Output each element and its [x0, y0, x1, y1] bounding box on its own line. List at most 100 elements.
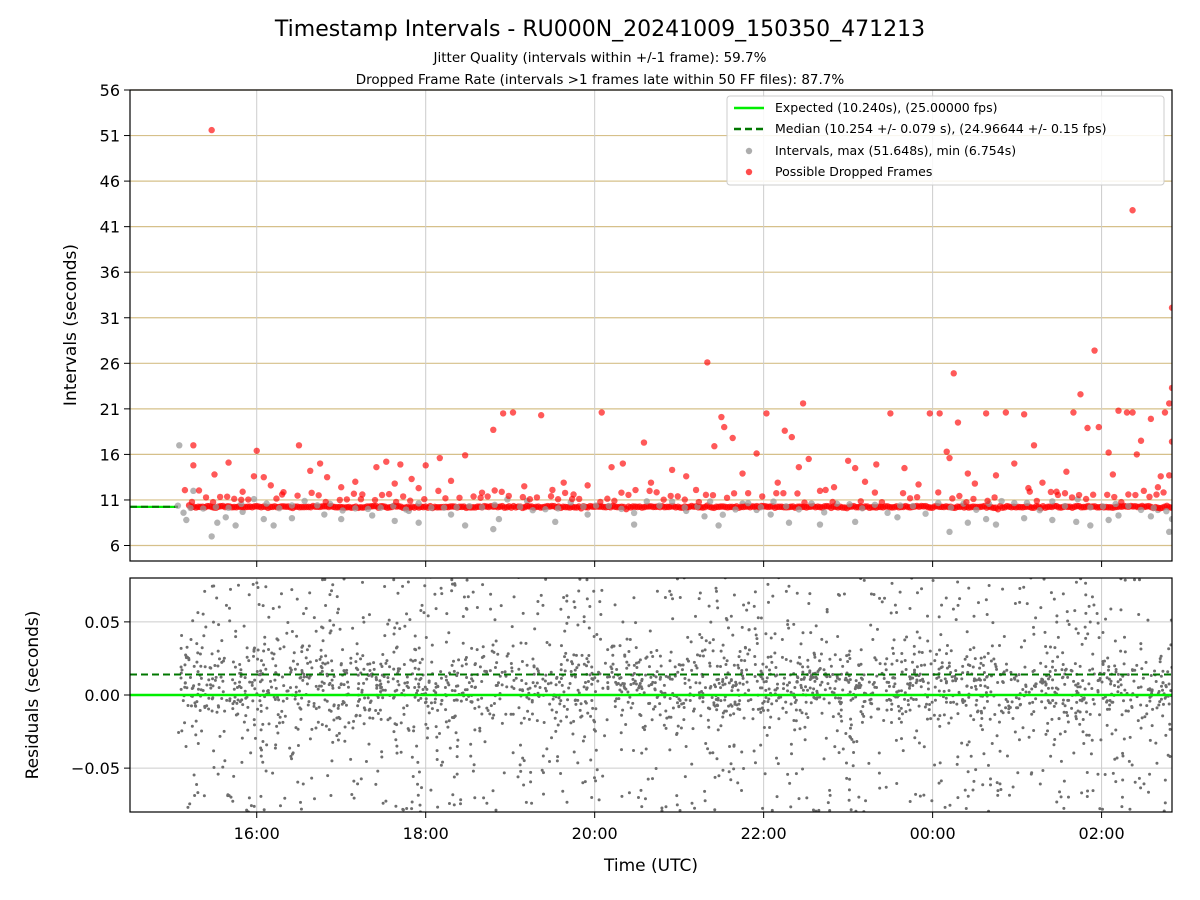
dropped-frame-point: [950, 370, 957, 377]
residual-point: [1104, 617, 1108, 621]
residual-point: [1046, 729, 1050, 733]
residual-point: [440, 592, 444, 596]
residual-point: [319, 648, 323, 652]
residual-point: [245, 655, 249, 659]
residual-point: [804, 700, 808, 704]
residual-point: [615, 697, 619, 701]
dropped-frame-point: [759, 493, 766, 500]
dropped-frame-point: [225, 459, 232, 466]
residual-point: [196, 791, 200, 795]
residual-point: [337, 686, 341, 690]
residual-point: [979, 656, 983, 660]
dropped-frame-point: [278, 491, 286, 498]
residual-point: [640, 805, 644, 809]
residual-point: [796, 676, 800, 680]
residual-point: [808, 669, 812, 673]
residual-point: [1139, 642, 1143, 646]
residual-point: [755, 641, 759, 645]
residual-point: [989, 783, 993, 787]
residual-point: [689, 640, 693, 644]
residual-point: [260, 678, 264, 682]
residual-point: [987, 583, 991, 587]
residual-point: [1066, 795, 1070, 799]
residual-point: [1111, 700, 1115, 704]
residual-point: [535, 573, 538, 576]
residual-point: [828, 657, 832, 661]
residual-point: [1076, 631, 1080, 635]
residual-point: [872, 680, 876, 684]
residual-point: [766, 600, 770, 604]
residual-point: [664, 709, 668, 713]
residual-point: [724, 676, 728, 680]
dropped-frame-point: [878, 498, 886, 506]
residual-point: [708, 661, 712, 665]
dropped-frame-point: [190, 442, 197, 449]
interval-point: [415, 500, 422, 507]
dropped-frame-point: [1020, 411, 1028, 418]
residual-point: [671, 617, 675, 621]
residual-point: [753, 761, 757, 765]
residual-point: [1167, 702, 1171, 706]
residual-point: [792, 622, 796, 626]
residual-point: [415, 744, 419, 748]
residual-point: [915, 678, 919, 682]
residual-point: [979, 683, 983, 687]
residual-point: [754, 633, 758, 637]
residual-point: [965, 630, 969, 634]
residual-point: [787, 626, 791, 630]
residual-point: [801, 665, 805, 669]
dropped-frame-point: [537, 412, 545, 419]
residual-point: [806, 688, 810, 692]
residual-point: [716, 698, 720, 702]
residual-point: [947, 661, 951, 665]
residual-point: [517, 706, 521, 710]
residual-point: [595, 632, 599, 636]
dropped-frame-point: [822, 486, 829, 494]
residual-point: [643, 728, 647, 732]
interval-point: [770, 498, 777, 505]
residual-point: [736, 663, 740, 667]
residual-point: [599, 637, 603, 641]
residual-point: [512, 595, 516, 599]
residual-point: [618, 676, 622, 680]
residual-point: [386, 622, 390, 626]
residual-point: [1043, 630, 1047, 634]
residual-point: [721, 768, 725, 772]
residual-point: [716, 606, 720, 610]
residual-point: [1130, 705, 1134, 709]
residual-point: [770, 808, 774, 812]
residual-point: [643, 724, 647, 728]
residual-point: [571, 732, 575, 736]
residual-point: [420, 603, 424, 607]
residual-point: [317, 705, 321, 709]
residual-point: [775, 686, 779, 690]
residual-point: [304, 606, 308, 610]
residual-point: [1061, 698, 1065, 702]
residual-point: [1119, 649, 1123, 653]
residual-point: [494, 639, 498, 643]
residual-point: [1161, 669, 1165, 673]
residual-point: [1018, 587, 1022, 591]
residual-point: [1087, 682, 1091, 686]
interval-point: [391, 517, 398, 525]
residual-point: [675, 731, 679, 735]
residual-point: [330, 678, 334, 682]
residual-point: [505, 654, 509, 658]
residual-point: [627, 791, 631, 795]
residual-point: [690, 762, 694, 766]
residual-point: [612, 675, 616, 679]
interval-point: [1061, 502, 1069, 510]
residual-point: [1105, 707, 1109, 711]
residual-point: [983, 684, 987, 688]
residual-point: [464, 658, 468, 662]
dropped-frame-point: [1077, 391, 1084, 398]
residual-point: [1083, 687, 1087, 691]
residual-point: [619, 731, 623, 735]
residual-point: [1052, 704, 1056, 708]
residual-point: [530, 700, 534, 704]
interval-point: [260, 515, 267, 523]
dropped-frame-point: [499, 410, 507, 417]
residual-point: [1167, 647, 1171, 651]
residual-point: [1009, 678, 1013, 682]
